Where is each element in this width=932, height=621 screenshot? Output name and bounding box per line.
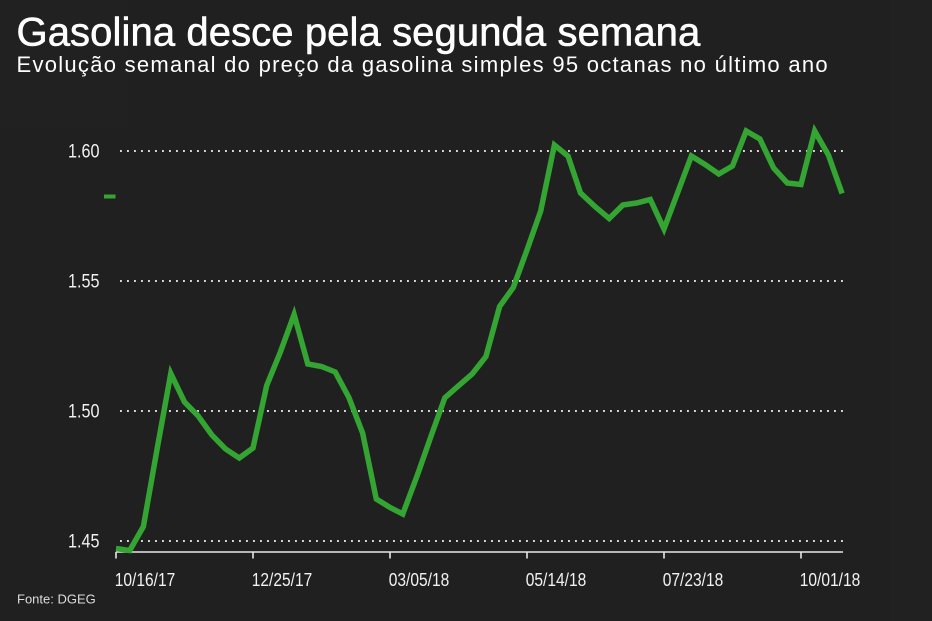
svg-text:10/01/18: 10/01/18 [800, 570, 861, 590]
svg-text:1.60: 1.60 [68, 142, 100, 163]
svg-text:Gasolina desce pela segunda se: Gasolina desce pela segunda semana [17, 11, 702, 55]
svg-text:1.45: 1.45 [68, 532, 100, 553]
svg-text:10/16/17: 10/16/17 [115, 570, 176, 590]
svg-text:Fonte: DGEG: Fonte: DGEG [17, 592, 96, 607]
svg-text:12/25/17: 12/25/17 [252, 570, 313, 590]
svg-text:07/23/18: 07/23/18 [663, 570, 724, 590]
svg-text:1.55: 1.55 [68, 272, 100, 293]
svg-text:03/05/18: 03/05/18 [389, 570, 450, 590]
svg-text:Evolução semanal do preço da g: Evolução semanal do preço da gasolina si… [17, 52, 829, 77]
svg-text:05/14/18: 05/14/18 [526, 570, 587, 590]
svg-text:1.50: 1.50 [68, 402, 100, 423]
